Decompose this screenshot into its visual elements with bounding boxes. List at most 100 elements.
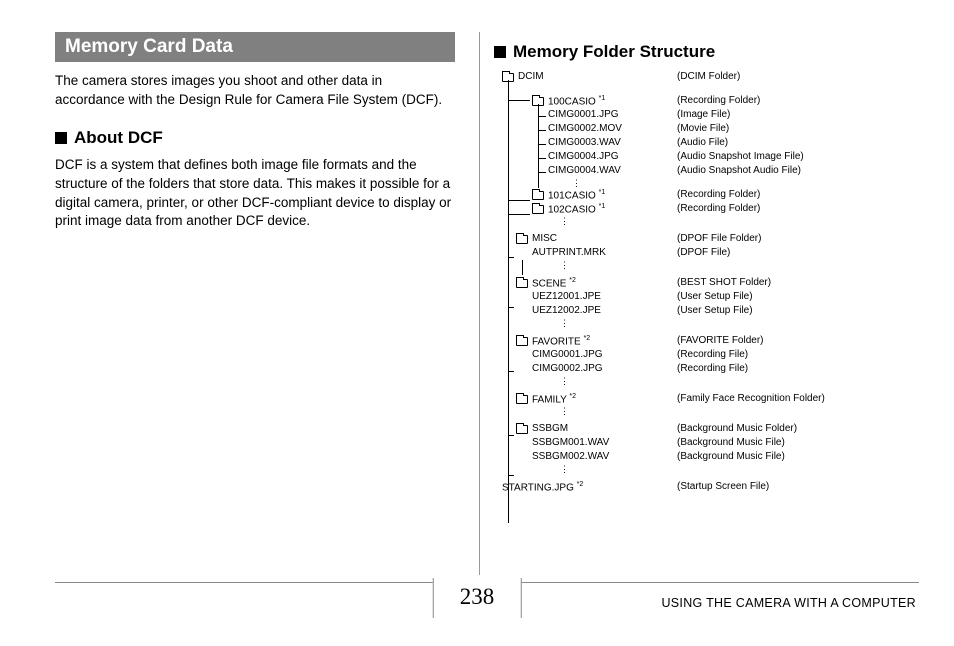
folder-icon xyxy=(516,279,528,288)
square-bullet-icon xyxy=(55,132,67,144)
tree-item-description: (Background Music Folder) xyxy=(677,422,797,436)
tree-vdots: ⋮ xyxy=(502,318,919,328)
tree-item-description: (Image File) xyxy=(677,108,730,122)
folder-tree: DCIM (DCIM Folder) 100CASIO *1 (Recording F… xyxy=(502,70,919,494)
tree-file-row: STARTING.JPG *2(Startup Screen File) xyxy=(502,480,919,494)
tree-item-label: CIMG0004.JPG xyxy=(548,150,619,164)
tree-item-label: FAVORITE *2 xyxy=(532,334,590,349)
tree-vdots: ⋮ xyxy=(502,376,919,386)
tree-connector-vertical xyxy=(522,260,523,275)
tree-connector-horizontal xyxy=(538,172,546,173)
vdots-icon: ⋮ xyxy=(560,376,568,386)
tree-item-label: DCIM xyxy=(518,70,544,84)
tree-connector-horizontal xyxy=(508,307,514,308)
tree-file-row: CIMG0003.WAV (Audio File) xyxy=(502,136,919,150)
tree-item-label: AUTPRINT.MRK xyxy=(532,246,606,260)
intro-paragraph: The camera stores images you shoot and o… xyxy=(55,72,455,110)
tree-file-row: UEZ12002.JPE (User Setup File) xyxy=(502,304,919,318)
tree-file-row: SSBGM001.WAV (Background Music File) xyxy=(502,436,919,450)
tree-item-description: (Recording Folder) xyxy=(677,202,760,216)
tree-file-row: CIMG0001.JPG (Image File) xyxy=(502,108,919,122)
vdots-icon: ⋮ xyxy=(560,406,568,416)
tree-item-description: (Recording File) xyxy=(677,348,748,362)
tree-item-label: CIMG0003.WAV xyxy=(548,136,621,150)
tree-item-label: SSBGM002.WAV xyxy=(532,450,609,464)
right-column: Memory Folder Structure DCIM (DCIM Folder… xyxy=(484,32,919,575)
tree-connector-horizontal xyxy=(508,371,514,372)
tree-item-label: CIMG0001.JPG xyxy=(548,108,619,122)
tree-item-label: CIMG0001.JPG xyxy=(532,348,603,362)
tree-item-description: (User Setup File) xyxy=(677,304,753,318)
folder-icon xyxy=(532,205,544,214)
tree-connector-horizontal xyxy=(508,257,514,258)
vdots-icon: ⋮ xyxy=(572,178,580,188)
footer-chapter-title: USING THE CAMERA WITH A COMPUTER xyxy=(661,596,916,610)
tree-vdots: ⋮ xyxy=(502,464,919,474)
tree-item-label: SSBGM xyxy=(532,422,568,436)
tree-item-label: MISC xyxy=(532,232,557,246)
tree-connector-horizontal xyxy=(538,158,546,159)
tree-folder-row: 101CASIO *1 (Recording Folder) xyxy=(502,188,919,202)
page-footer: 238 USING THE CAMERA WITH A COMPUTER xyxy=(0,582,954,624)
tree-connector-horizontal xyxy=(538,116,546,117)
tree-file-row: SSBGM002.WAV (Background Music File) xyxy=(502,450,919,464)
tree-item-description: (DPOF File Folder) xyxy=(677,232,761,246)
tree-item-label: FAMILY *2 xyxy=(532,392,576,407)
tree-connector-horizontal xyxy=(538,130,546,131)
tree-folder-row: MISC (DPOF File Folder) xyxy=(502,232,919,246)
tree-item-description: (Audio File) xyxy=(677,136,728,150)
column-divider xyxy=(479,32,480,575)
page: Memory Card Data The camera stores image… xyxy=(0,0,954,575)
tree-item-label: SSBGM001.WAV xyxy=(532,436,609,450)
tree-item-description: (Audio Snapshot Image File) xyxy=(677,150,804,164)
tree-item-description: (Recording File) xyxy=(677,362,748,376)
tree-folder-row: FAMILY *2 (Family Face Recognition Folder… xyxy=(502,392,919,406)
folder-structure-heading-text: Memory Folder Structure xyxy=(513,42,715,62)
tree-connector-vertical xyxy=(508,80,509,235)
tree-file-row: CIMG0002.MOV (Movie File) xyxy=(502,122,919,136)
tree-item-label: 102CASIO *1 xyxy=(548,202,605,217)
tree-item-description: (FAVORITE Folder) xyxy=(677,334,764,348)
tree-item-description: (Startup Screen File) xyxy=(677,480,769,494)
tree-item-description: (Recording Folder) xyxy=(677,94,760,108)
tree-file-row: AUTPRINT.MRK(DPOF File) xyxy=(502,246,919,260)
tree-item-description: (Recording Folder) xyxy=(677,188,760,202)
tree-folder-row: 100CASIO *1 (Recording Folder) xyxy=(502,94,919,108)
tree-item-description: (User Setup File) xyxy=(677,290,753,304)
tree-item-label: UEZ12002.JPE xyxy=(532,304,601,318)
tree-vdots: ⋮ xyxy=(502,216,919,226)
vdots-icon: ⋮ xyxy=(560,318,568,328)
folder-icon xyxy=(516,425,528,434)
about-heading: About DCF xyxy=(55,128,455,148)
tree-folder-row: FAVORITE *2 (FAVORITE Folder) xyxy=(502,334,919,348)
tree-item-label: UEZ12001.JPE xyxy=(532,290,601,304)
tree-item-description: (Family Face Recognition Folder) xyxy=(677,392,825,406)
tree-connector-horizontal xyxy=(508,100,530,101)
tree-item-description: (BEST SHOT Folder) xyxy=(677,276,771,290)
tree-connector-horizontal xyxy=(508,435,514,436)
tree-item-label: CIMG0002.MOV xyxy=(548,122,622,136)
tree-item-description: (DCIM Folder) xyxy=(677,70,740,84)
tree-connector-horizontal xyxy=(508,200,530,201)
tree-item-description: (Movie File) xyxy=(677,122,729,136)
folder-icon xyxy=(516,235,528,244)
tree-folder-row: SSBGM (Background Music Folder) xyxy=(502,422,919,436)
tree-item-description: (Background Music File) xyxy=(677,436,785,450)
tree-folder-row: DCIM (DCIM Folder) xyxy=(502,70,919,84)
tree-item-description: (Audio Snapshot Audio File) xyxy=(677,164,801,178)
tree-file-row: UEZ12001.JPE (User Setup File) xyxy=(502,290,919,304)
tree-connector-horizontal xyxy=(508,214,530,215)
tree-item-label: 100CASIO *1 xyxy=(548,94,605,109)
tree-item-description: (Background Music File) xyxy=(677,450,785,464)
tree-folder-row: SCENE *2(BEST SHOT Folder) xyxy=(502,276,919,290)
tree-item-label: 101CASIO *1 xyxy=(548,188,605,203)
tree-folder-row: 102CASIO *1 (Recording Folder) xyxy=(502,202,919,216)
folder-structure-heading: Memory Folder Structure xyxy=(494,42,919,62)
folder-icon xyxy=(516,337,528,346)
tree-item-label: CIMG0002.JPG xyxy=(532,362,603,376)
vdots-icon: ⋮ xyxy=(560,216,568,226)
tree-connector-horizontal xyxy=(508,475,514,476)
square-bullet-icon xyxy=(494,46,506,58)
tree-file-row: CIMG0001.JPG (Recording File) xyxy=(502,348,919,362)
vdots-icon: ⋮ xyxy=(560,260,568,270)
